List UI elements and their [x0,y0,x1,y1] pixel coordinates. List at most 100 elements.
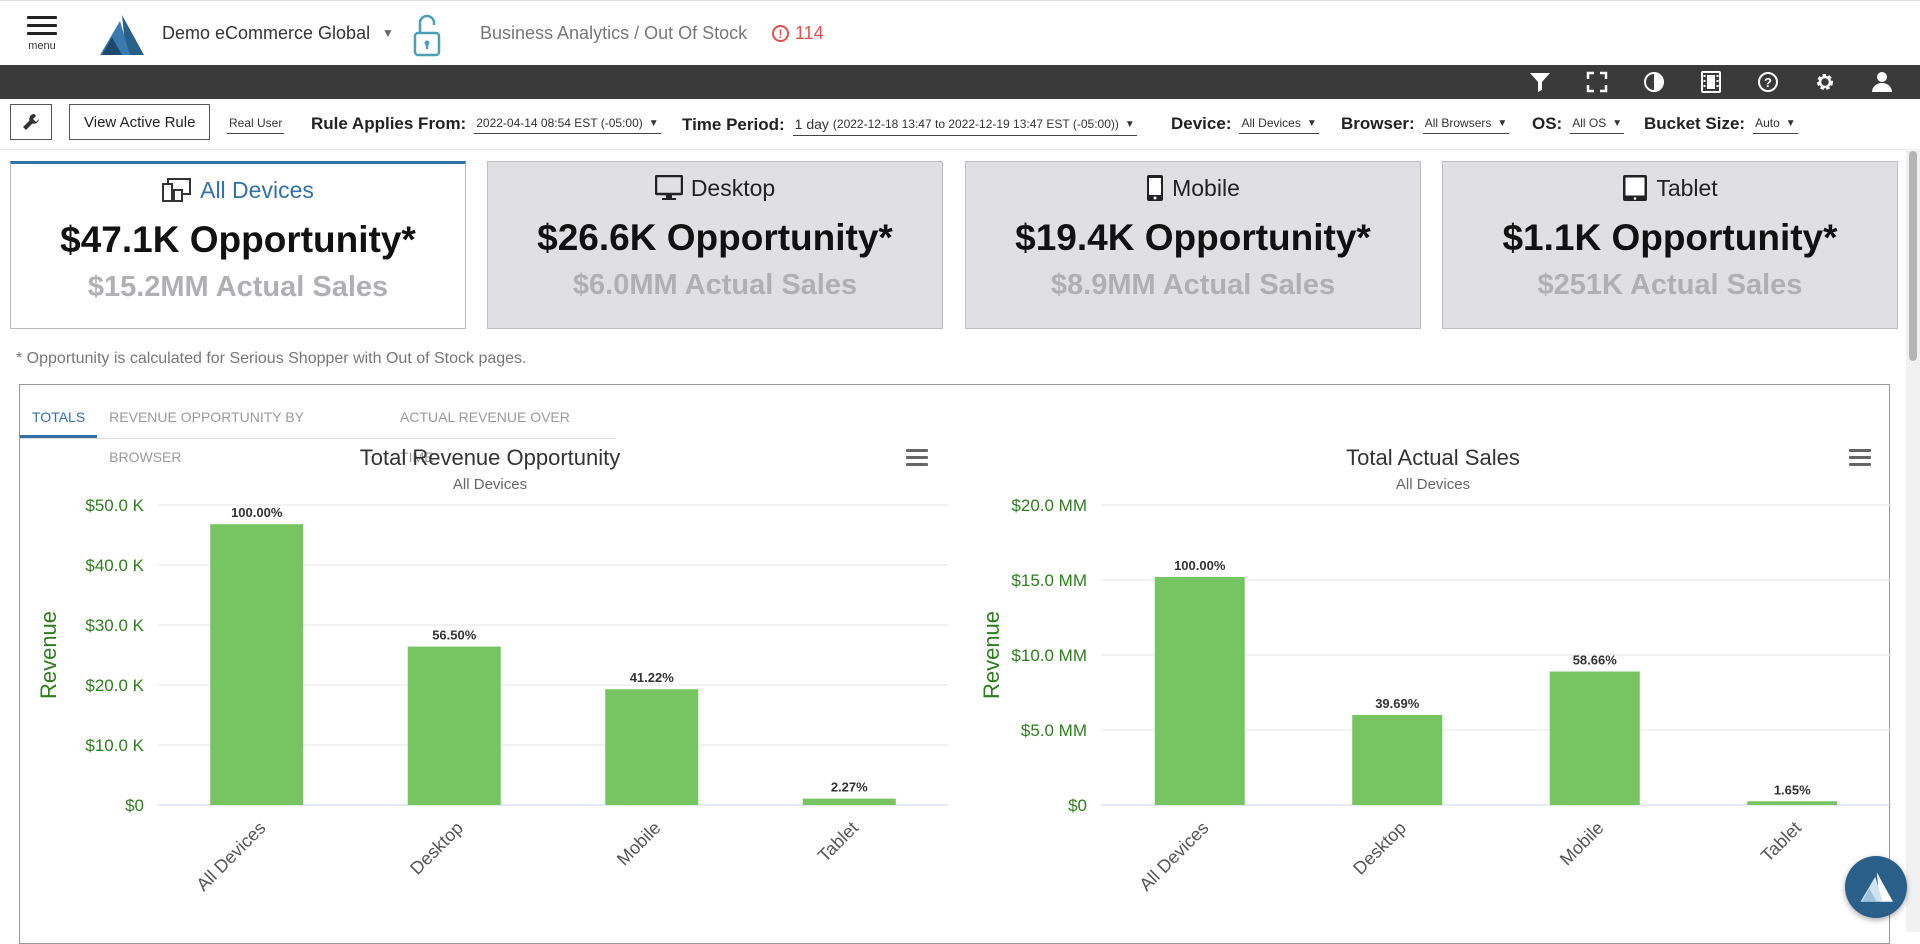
tab-totals[interactable]: TOTALS [20,397,98,438]
rule-applies-from-select[interactable]: 2022-04-14 08:54 EST (-05:00) ▼ [474,114,661,134]
card-all-devices[interactable]: All Devices $47.1K Opportunity* $15.2MM … [10,161,466,329]
card-actual-sales: $6.0MM Actual Sales [572,269,858,301]
opportunity-footnote: * Opportunity is calculated for Serious … [16,350,527,367]
gear-icon[interactable] [1796,70,1853,94]
bar-tablet[interactable] [802,798,896,805]
chevron-down-icon: ▼ [1612,117,1623,129]
time-period-main: 1 day [794,116,829,132]
bucket-size-value: Auto [1755,116,1780,130]
user-type-value: Real User [229,116,283,130]
user-icon[interactable] [1853,70,1910,94]
card-opportunity: $1.1K Opportunity* [1502,217,1838,258]
bar-desktop[interactable] [1352,715,1443,805]
svg-text:?: ? [1764,75,1772,90]
bar-all-devices[interactable] [1154,577,1245,805]
contrast-icon[interactable] [1625,70,1682,94]
os-label: OS: [1532,114,1563,133]
charts-panel: TOTALS REVENUE OPPORTUNITY BY BROWSER AC… [19,384,1891,944]
data-label: 100.00% [1174,558,1226,573]
data-label: 1.65% [1774,782,1811,797]
view-active-rule-button[interactable]: View Active Rule [69,104,211,140]
os-select[interactable]: All OS ▼ [1570,114,1625,134]
card-opportunity: $47.1K Opportunity* [60,219,416,260]
menu-button[interactable]: menu [20,11,64,61]
chart-subtitle: All Devices [452,476,528,493]
chart-title: Total Actual Sales [1346,445,1520,470]
tab-actual-revenue-over-time[interactable]: ACTUAL REVENUE OVER TIME [400,409,570,465]
user-type-select[interactable]: Real User [227,114,285,134]
card-actual-sales: $15.2MM Actual Sales [87,271,389,303]
brand-logo-icon[interactable] [98,15,144,60]
menu-label: menu [28,40,56,52]
filter-icon[interactable] [1511,70,1568,94]
data-label: 100.00% [231,505,283,520]
card-desktop[interactable]: Desktop $26.6K Opportunity* $6.0MM Actua… [487,161,943,329]
y-tick-label: $20.0 K [85,676,144,695]
unlock-icon[interactable] [412,13,442,62]
card-opportunity: $26.6K Opportunity* [537,217,893,258]
card-title: All Devices [200,176,314,203]
chart-total-actual-sales: $0 $5.0 MM $10.0 MM $15.0 MM $20.0 MM Revenue… [963,439,1903,939]
page-scrollbar[interactable] [1906,149,1920,932]
mobile-icon [1147,175,1164,201]
app-title: Demo eCommerce Global [162,23,371,43]
brand-logo-icon [1860,872,1893,902]
devices-icon [162,178,192,202]
app-switcher-caret-icon[interactable]: ▼ [382,26,394,40]
browser-label: Browser: [1341,114,1415,133]
bar-mobile[interactable] [605,689,699,805]
bar-mobile[interactable] [1549,671,1640,806]
time-period-range: (2022-12-18 13:47 to 2022-12-19 13:47 ES… [832,117,1119,131]
chart-svg: $0 $5.0 MM $10.0 MM $15.0 MM $20.0 MM Revenue… [979,496,1891,895]
top-toolbar: ? [0,65,1920,99]
chart-menu-icon[interactable] [906,449,928,467]
rule-applies-from-label: Rule Applies From: [311,114,467,133]
hamburger-icon [20,16,64,35]
browser-select[interactable]: All Browsers ▼ [1422,114,1510,134]
alert-count: 114 [795,23,824,43]
film-icon[interactable] [1682,70,1739,94]
chevron-down-icon: ▼ [648,117,659,129]
card-opportunity: $19.4K Opportunity* [1015,217,1371,258]
data-label: 39.69% [1375,696,1420,711]
scrollbar-thumb[interactable] [1909,151,1917,361]
y-tick-label: $20.0 MM [1011,496,1087,515]
alert-badge[interactable]: ! 114 [772,23,824,44]
bar-tablet[interactable] [1747,801,1838,805]
data-label: 41.22% [630,670,675,685]
bar-desktop[interactable] [407,646,501,805]
assistant-button[interactable] [1845,856,1907,918]
card-tablet[interactable]: Tablet $1.1K Opportunity* $251K Actual S… [1442,161,1898,329]
bucket-size-label: Bucket Size: [1644,114,1746,133]
card-title: Desktop [690,174,776,201]
x-tick-label: Mobile [1556,818,1608,870]
wrench-icon [23,114,39,130]
desktop-icon [654,175,683,200]
card-title: Mobile [1172,174,1240,201]
x-tick-label: All Devices [192,818,269,895]
device-label: Device: [1171,114,1232,133]
bar-all-devices[interactable] [210,524,304,805]
x-tick-label: Mobile [613,818,665,870]
card-mobile[interactable]: Mobile $19.4K Opportunity* $8.9MM Actual… [965,161,1421,329]
os-value: All OS [1572,116,1607,130]
y-tick-label: $5.0 MM [1021,721,1087,740]
y-tick-label: $30.0 K [85,616,144,635]
help-icon[interactable]: ? [1739,70,1796,94]
time-period-select[interactable]: 1 day (2022-12-18 13:47 to 2022-12-19 13:… [792,114,1137,136]
bucket-size-select[interactable]: Auto ▼ [1753,114,1798,134]
device-select[interactable]: All Devices ▼ [1239,114,1319,134]
rule-applies-from-value: 2022-04-14 08:54 EST (-05:00) [476,116,643,130]
card-actual-sales: $251K Actual Sales [1537,269,1803,301]
tab-revenue-opportunity-by-browser[interactable]: REVENUE OPPORTUNITY BY BROWSER [109,409,304,465]
fullscreen-icon[interactable] [1568,70,1625,94]
x-tick-label: Desktop [406,818,467,879]
card-actual-sales: $8.9MM Actual Sales [1050,269,1336,301]
chart-title: Total Revenue Opportunity [359,445,621,470]
chevron-down-icon: ▼ [1306,117,1317,129]
y-tick-label: $40.0 K [85,556,144,575]
wrench-button[interactable] [10,104,52,140]
chart-svg: $0 $10.0 K $20.0 K $30.0 K $40.0 K $50.0 K Rev… [36,496,948,895]
chart-menu-icon[interactable] [1849,449,1871,467]
y-tick-label: $0 [1068,796,1087,815]
